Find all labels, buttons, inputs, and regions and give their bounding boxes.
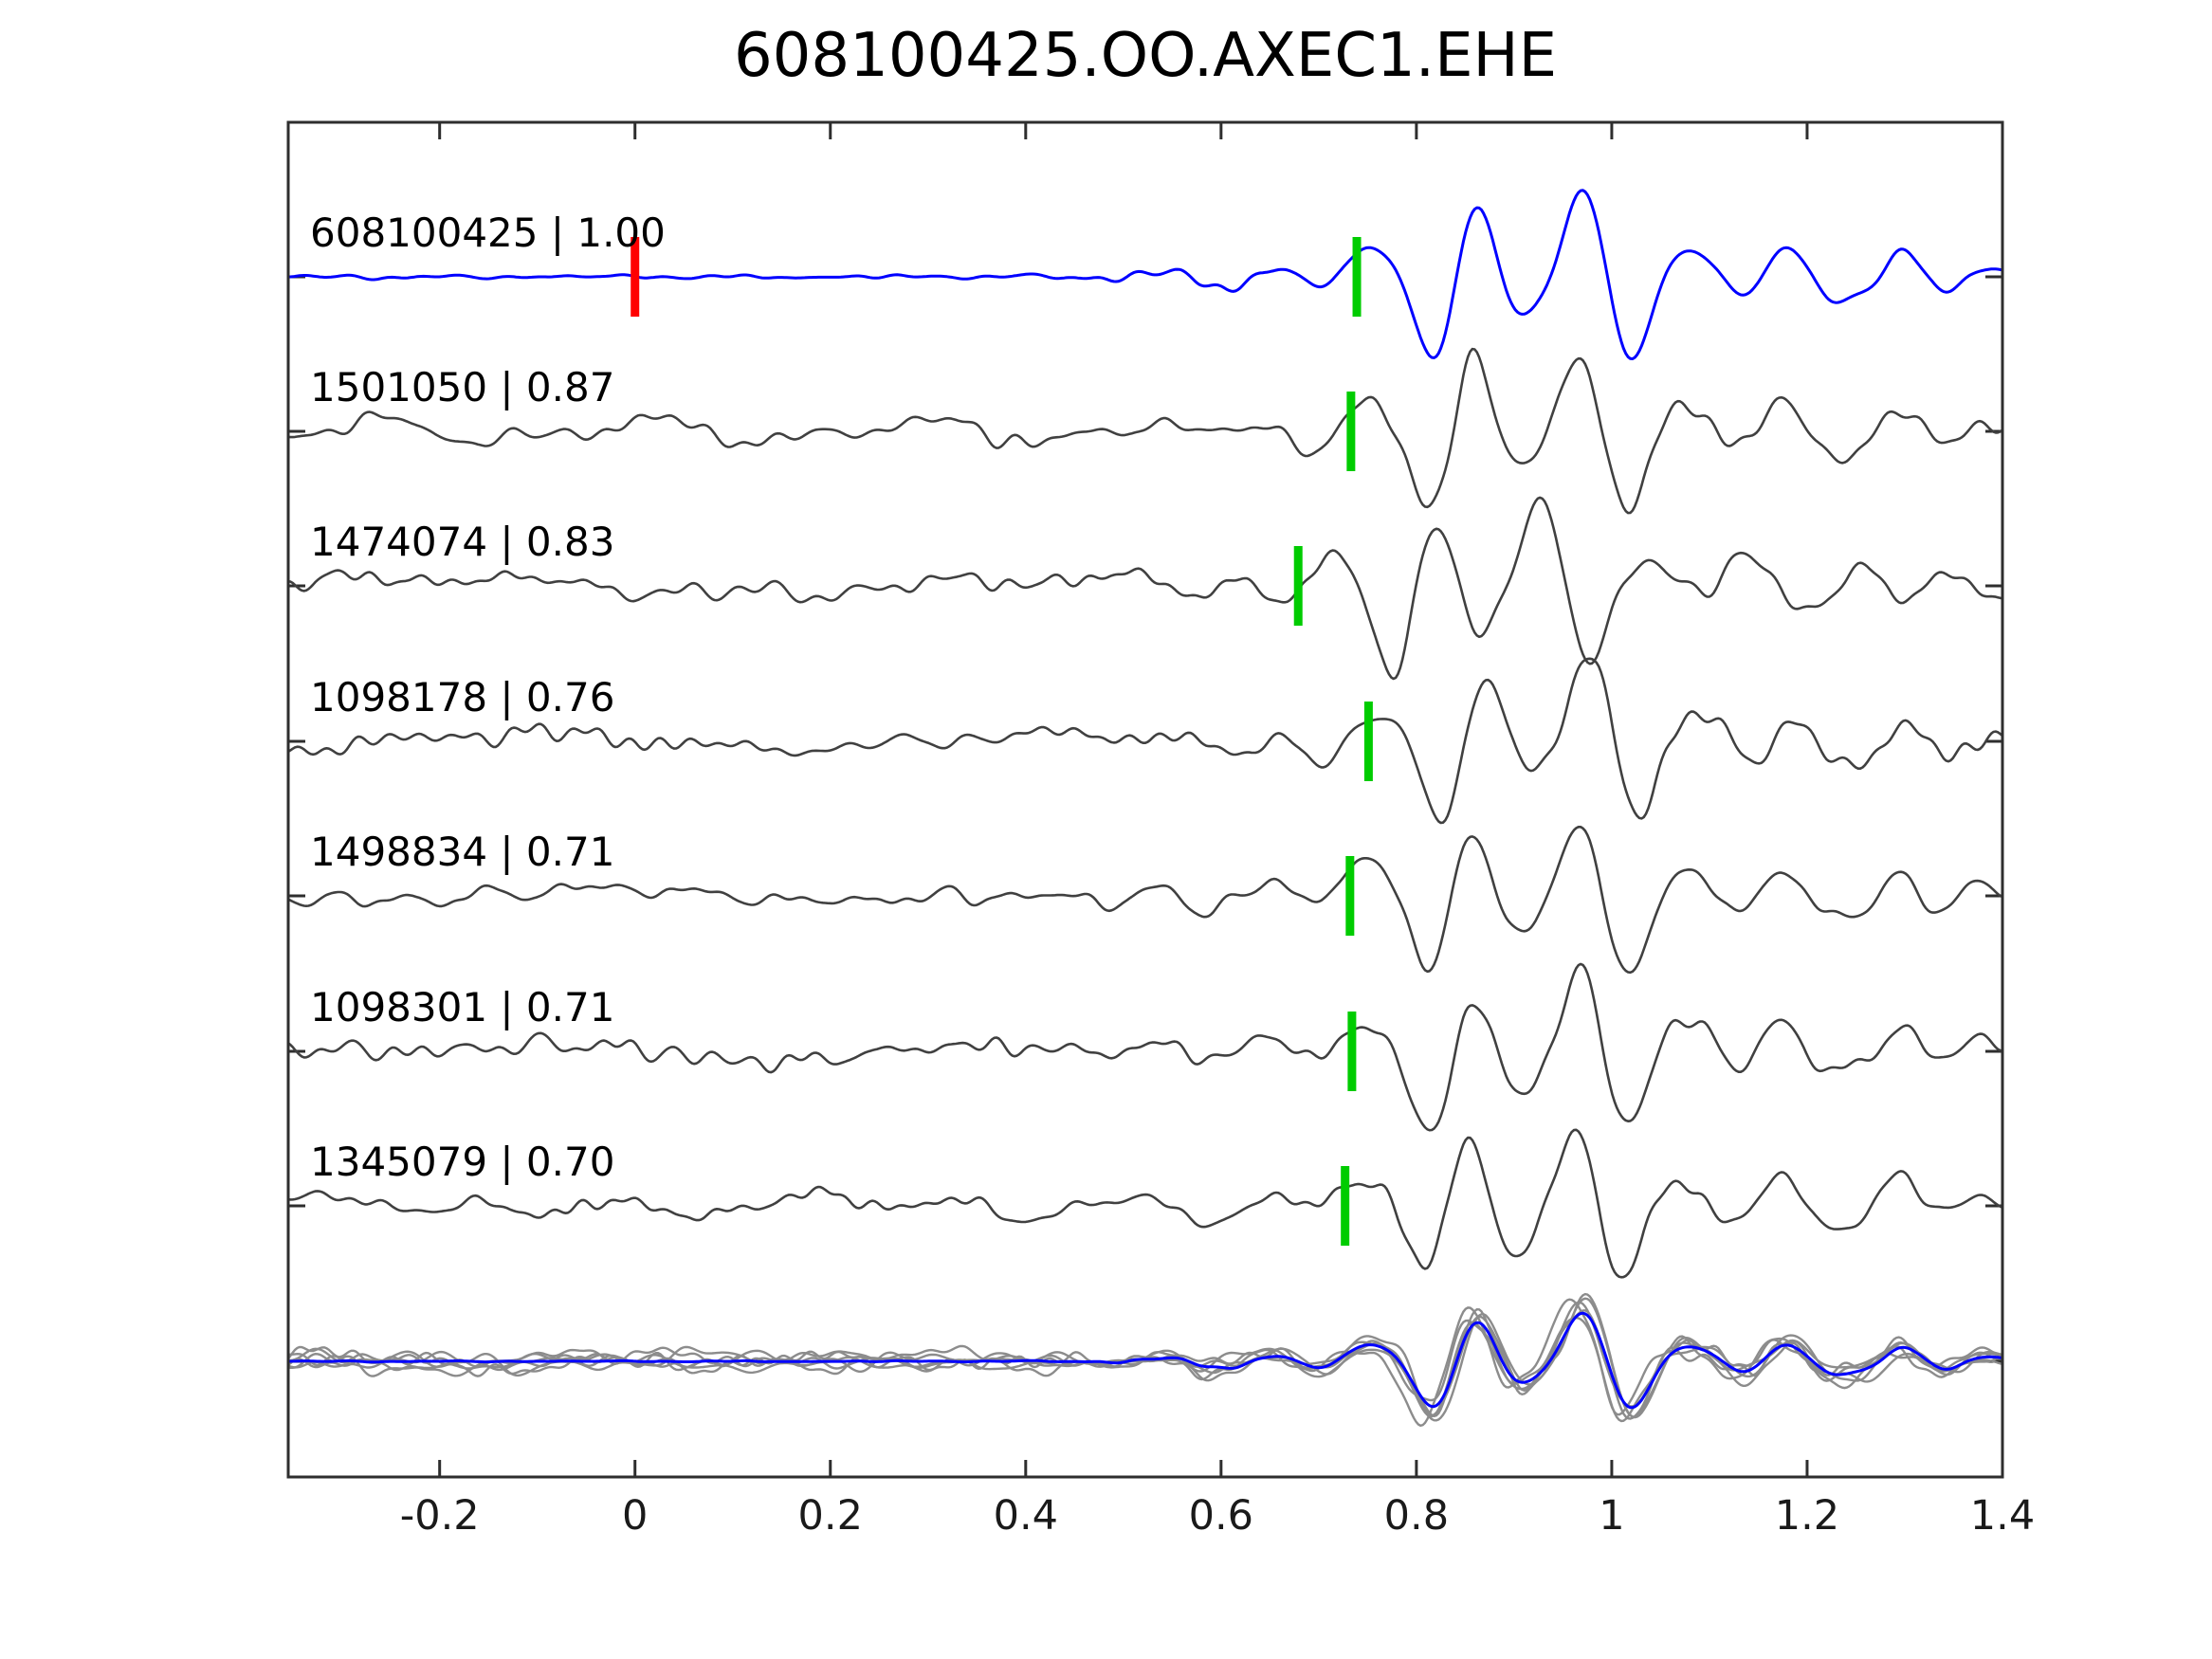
overlay-template-waveform <box>288 1311 2002 1410</box>
trace-label-0: 608100425 | 1.00 <box>310 210 666 256</box>
trace-waveform-1 <box>288 347 2002 515</box>
trace-waveform-4 <box>288 825 2002 975</box>
x-tick-label-3: 0.4 <box>993 1492 1058 1540</box>
trace-waveform-6 <box>288 1128 2002 1279</box>
plot-border <box>286 120 2004 1479</box>
chart-title: 608100425.OO.AXEC1.EHE <box>733 21 1558 91</box>
reference-marker <box>631 237 640 317</box>
trace-waveform-0 <box>288 189 2002 360</box>
pick-marker-2 <box>1293 546 1303 626</box>
x-tick-label-1: 0 <box>622 1492 649 1540</box>
pick-marker-4 <box>1345 856 1355 936</box>
trace-label-6: 1345079 | 0.70 <box>310 1139 615 1185</box>
pick-marker-5 <box>1347 1012 1357 1091</box>
pick-marker-0 <box>1352 237 1362 317</box>
trace-label-3: 1098178 | 0.76 <box>310 674 615 720</box>
pick-marker-6 <box>1341 1166 1350 1246</box>
trace-label-2: 1474074 | 0.83 <box>310 519 615 565</box>
x-tick-label-2: 0.2 <box>797 1492 863 1540</box>
x-tick-label-7: 1.2 <box>1774 1492 1840 1540</box>
x-tick-label-0: -0.2 <box>399 1492 480 1540</box>
trace-label-5: 1098301 | 0.71 <box>310 984 615 1030</box>
trace-label-4: 1498834 | 0.71 <box>310 829 615 875</box>
x-tick-label-4: 0.6 <box>1188 1492 1254 1540</box>
x-tick-label-6: 1 <box>1599 1492 1625 1540</box>
trace-label-1: 1501050 | 0.87 <box>310 364 615 410</box>
trace-waveform-2 <box>288 496 2002 681</box>
pick-marker-3 <box>1363 702 1373 781</box>
overlay-waveform-5 <box>288 1307 2002 1420</box>
trace-waveform-3 <box>288 657 2002 825</box>
x-tick-label-5: 0.8 <box>1383 1492 1450 1540</box>
pick-marker-1 <box>1346 392 1356 471</box>
trace-waveform-5 <box>288 962 2002 1132</box>
x-tick-label-8: 1.4 <box>1969 1492 2036 1540</box>
